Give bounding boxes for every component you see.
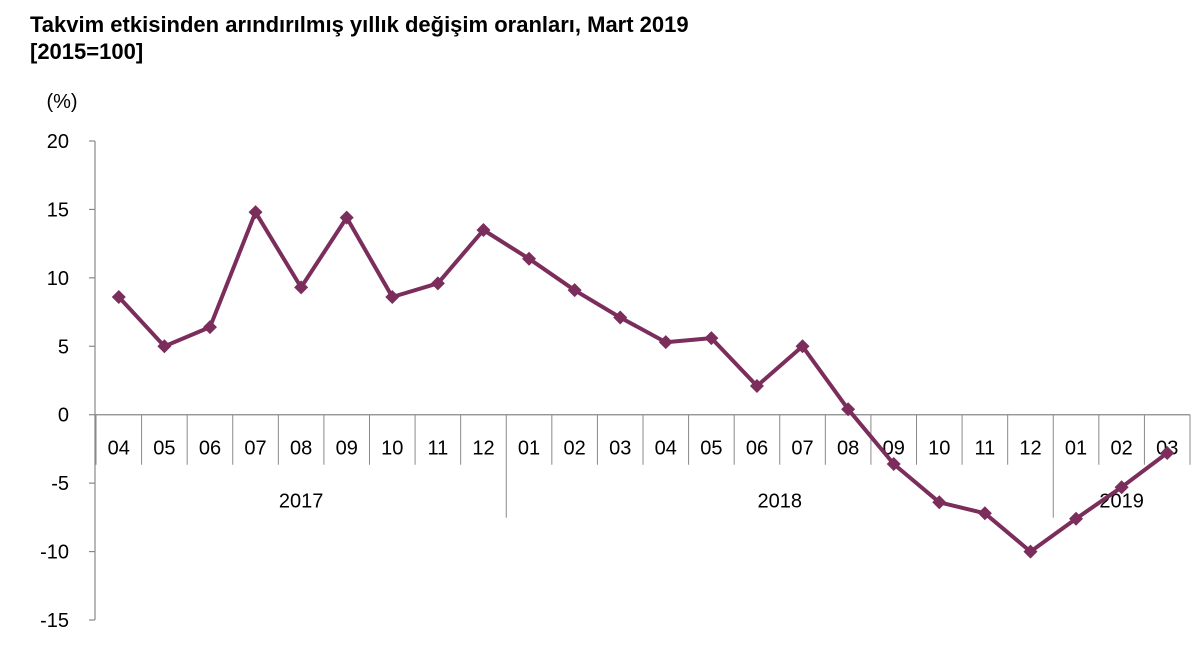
data-point-marker xyxy=(294,280,309,295)
data-point-marker xyxy=(977,506,992,521)
x-tick-label: 01 xyxy=(518,438,540,460)
x-tick-label: 07 xyxy=(791,438,813,460)
y-tick-label: -5 xyxy=(51,473,69,495)
x-tick-label: 10 xyxy=(381,438,403,460)
x-tick-label: 10 xyxy=(928,438,950,460)
x-tick-label: 09 xyxy=(336,438,358,460)
data-point-marker xyxy=(841,402,856,417)
x-tick-label: 04 xyxy=(655,438,677,460)
x-tick-label: 08 xyxy=(837,438,859,460)
data-point-marker xyxy=(1023,544,1038,559)
data-point-marker xyxy=(248,205,263,220)
data-point-marker xyxy=(704,331,719,346)
y-tick-label: 15 xyxy=(47,199,69,221)
year-labels: 2017 2018 2019 xyxy=(279,491,1144,513)
chart-axes xyxy=(89,140,1191,621)
data-point-marker xyxy=(157,339,172,354)
x-tick-label: 02 xyxy=(564,438,586,460)
y-tick-labels: 20 15 10 5 0 -5 -10 -15 xyxy=(40,131,69,632)
x-tick-label: 01 xyxy=(1065,438,1087,460)
y-axis-unit-label: (%) xyxy=(46,91,77,113)
x-tick-label: 11 xyxy=(974,438,995,460)
data-point-marker xyxy=(385,290,400,305)
y-tick-label: 5 xyxy=(58,336,69,358)
data-point-marker xyxy=(202,320,217,335)
chart-subtitle: [2015=100] xyxy=(30,39,144,64)
y-tick-label: 10 xyxy=(47,268,69,290)
data-point-marker xyxy=(430,276,445,291)
data-point-marker xyxy=(1069,511,1084,526)
data-point-marker xyxy=(522,251,537,266)
x-tick-label: 06 xyxy=(199,438,221,460)
x-tick-label: 11 xyxy=(427,438,448,460)
x-tick-label: 08 xyxy=(290,438,312,460)
chart-title: Takvim etkisinden arındırılmış yıllık de… xyxy=(30,12,689,37)
x-tick-label: 12 xyxy=(472,438,494,460)
data-point-marker xyxy=(795,339,810,354)
data-point-marker xyxy=(1160,446,1175,461)
plot-area xyxy=(111,205,1175,559)
data-point-marker xyxy=(658,335,673,350)
data-point-marker xyxy=(749,378,764,393)
x-tick-label: 07 xyxy=(244,438,266,460)
year-label: 2018 xyxy=(758,491,803,513)
data-point-marker xyxy=(339,210,354,225)
y-tick-label: 0 xyxy=(58,405,69,427)
data-point-marker xyxy=(613,310,628,325)
year-label: 2017 xyxy=(279,491,324,513)
data-point-marker xyxy=(476,222,491,237)
x-tick-label: 04 xyxy=(108,438,130,460)
x-tick-label: 03 xyxy=(609,438,631,460)
x-tick-label: 12 xyxy=(1019,438,1041,460)
x-tick-label: 06 xyxy=(746,438,768,460)
y-tick-label: -15 xyxy=(40,610,69,632)
data-point-marker xyxy=(886,456,901,471)
data-point-marker xyxy=(932,495,947,510)
x-tick-label: 02 xyxy=(1111,438,1133,460)
x-tick-label: 05 xyxy=(153,438,175,460)
series-line xyxy=(116,210,1170,554)
data-point-marker xyxy=(567,283,582,298)
y-tick-label: 20 xyxy=(47,131,69,153)
data-point-marker xyxy=(111,290,126,305)
data-point-marker xyxy=(1114,480,1129,495)
y-tick-label: -10 xyxy=(40,542,69,564)
x-tick-label: 05 xyxy=(700,438,722,460)
